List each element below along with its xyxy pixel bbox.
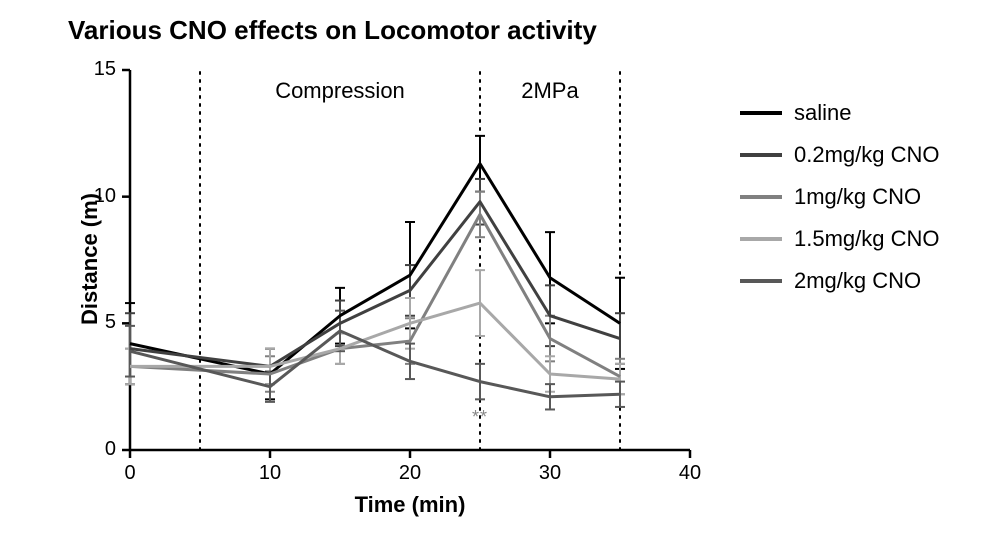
significance-marker: ** (465, 407, 495, 428)
y-axis-label: Distance (m) (77, 189, 103, 329)
x-axis-label: Time (min) (340, 492, 480, 518)
x-tick-label: 40 (670, 462, 710, 485)
legend: saline 0.2mg/kg CNO 1mg/kg CNO 1.5mg/kg CNO… (740, 100, 940, 310)
y-tick-label: 10 (80, 185, 116, 208)
legend-swatch (740, 195, 782, 199)
legend-item: 0.2mg/kg CNO (740, 142, 940, 168)
legend-label: 2mg/kg CNO (794, 268, 921, 294)
legend-label: saline (794, 100, 851, 126)
y-tick-label: 15 (80, 58, 116, 81)
legend-label: 1mg/kg CNO (794, 184, 921, 210)
legend-label: 0.2mg/kg CNO (794, 142, 940, 168)
legend-swatch (740, 237, 782, 241)
legend-item: 1.5mg/kg CNO (740, 226, 940, 252)
legend-swatch (740, 279, 782, 283)
legend-item: 2mg/kg CNO (740, 268, 940, 294)
y-tick-label: 5 (80, 311, 116, 334)
legend-item: 1mg/kg CNO (740, 184, 940, 210)
chart-container: Various CNO effects on Locomotor activit… (0, 0, 1000, 553)
legend-swatch (740, 153, 782, 157)
x-tick-label: 20 (390, 462, 430, 485)
legend-swatch (740, 111, 782, 115)
legend-item: saline (740, 100, 940, 126)
region-label: 2MPa (470, 78, 630, 104)
x-tick-label: 0 (110, 462, 150, 485)
x-tick-label: 30 (530, 462, 570, 485)
region-label: Compression (260, 78, 420, 104)
x-tick-label: 10 (250, 462, 290, 485)
legend-label: 1.5mg/kg CNO (794, 226, 940, 252)
y-tick-label: 0 (80, 438, 116, 461)
